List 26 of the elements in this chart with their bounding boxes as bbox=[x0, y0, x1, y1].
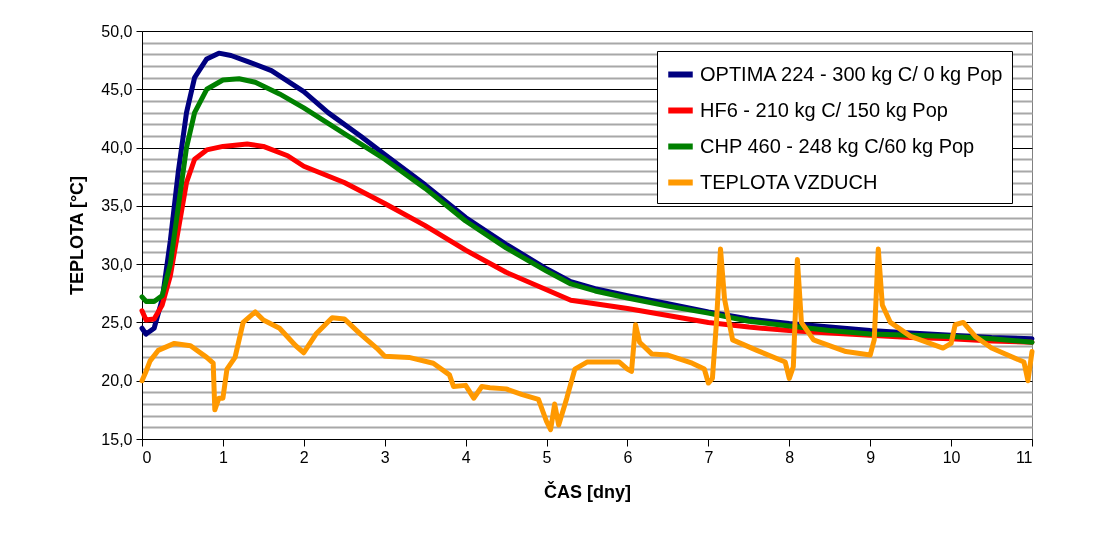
x-tick-label: 0 bbox=[142, 448, 152, 466]
x-tick-label: 6 bbox=[623, 448, 633, 466]
legend-label: OPTIMA 224 - 300 kg C/ 0 kg Pop bbox=[700, 62, 1003, 85]
y-tick-label: 20,0 bbox=[101, 372, 133, 390]
x-tick-label: 7 bbox=[704, 448, 714, 466]
legend-label: CHP 460 - 248 kg C/60 kg Pop bbox=[700, 134, 975, 157]
x-tick-label: 8 bbox=[785, 448, 795, 466]
x-axis-title: ČAS [dny] bbox=[544, 480, 631, 502]
x-tick-label: 2 bbox=[299, 448, 309, 466]
y-tick-label: 15,0 bbox=[101, 430, 133, 448]
x-tick-label: 11 bbox=[1015, 448, 1033, 466]
x-tick-label: 9 bbox=[866, 448, 876, 466]
x-tick-label: 3 bbox=[380, 448, 390, 466]
x-tick-label: 5 bbox=[542, 448, 552, 466]
y-tick-label: 25,0 bbox=[101, 313, 133, 331]
x-tick-label: 4 bbox=[461, 448, 471, 466]
y-axis-title: TEPLOTA [°C] bbox=[67, 175, 88, 296]
legend-label: TEPLOTA VZDUCH bbox=[700, 170, 878, 193]
y-tick-label: 30,0 bbox=[101, 255, 133, 273]
y-tick-label: 35,0 bbox=[101, 197, 133, 215]
y-tick-label: 40,0 bbox=[101, 139, 133, 157]
x-tick-label: 1 bbox=[218, 448, 228, 466]
y-tick-label: 45,0 bbox=[101, 80, 133, 98]
x-tick-label: 10 bbox=[942, 448, 961, 466]
y-tick-label: 50,0 bbox=[101, 22, 133, 40]
legend-label: HF6 - 210 kg C/ 150 kg Pop bbox=[700, 98, 948, 121]
